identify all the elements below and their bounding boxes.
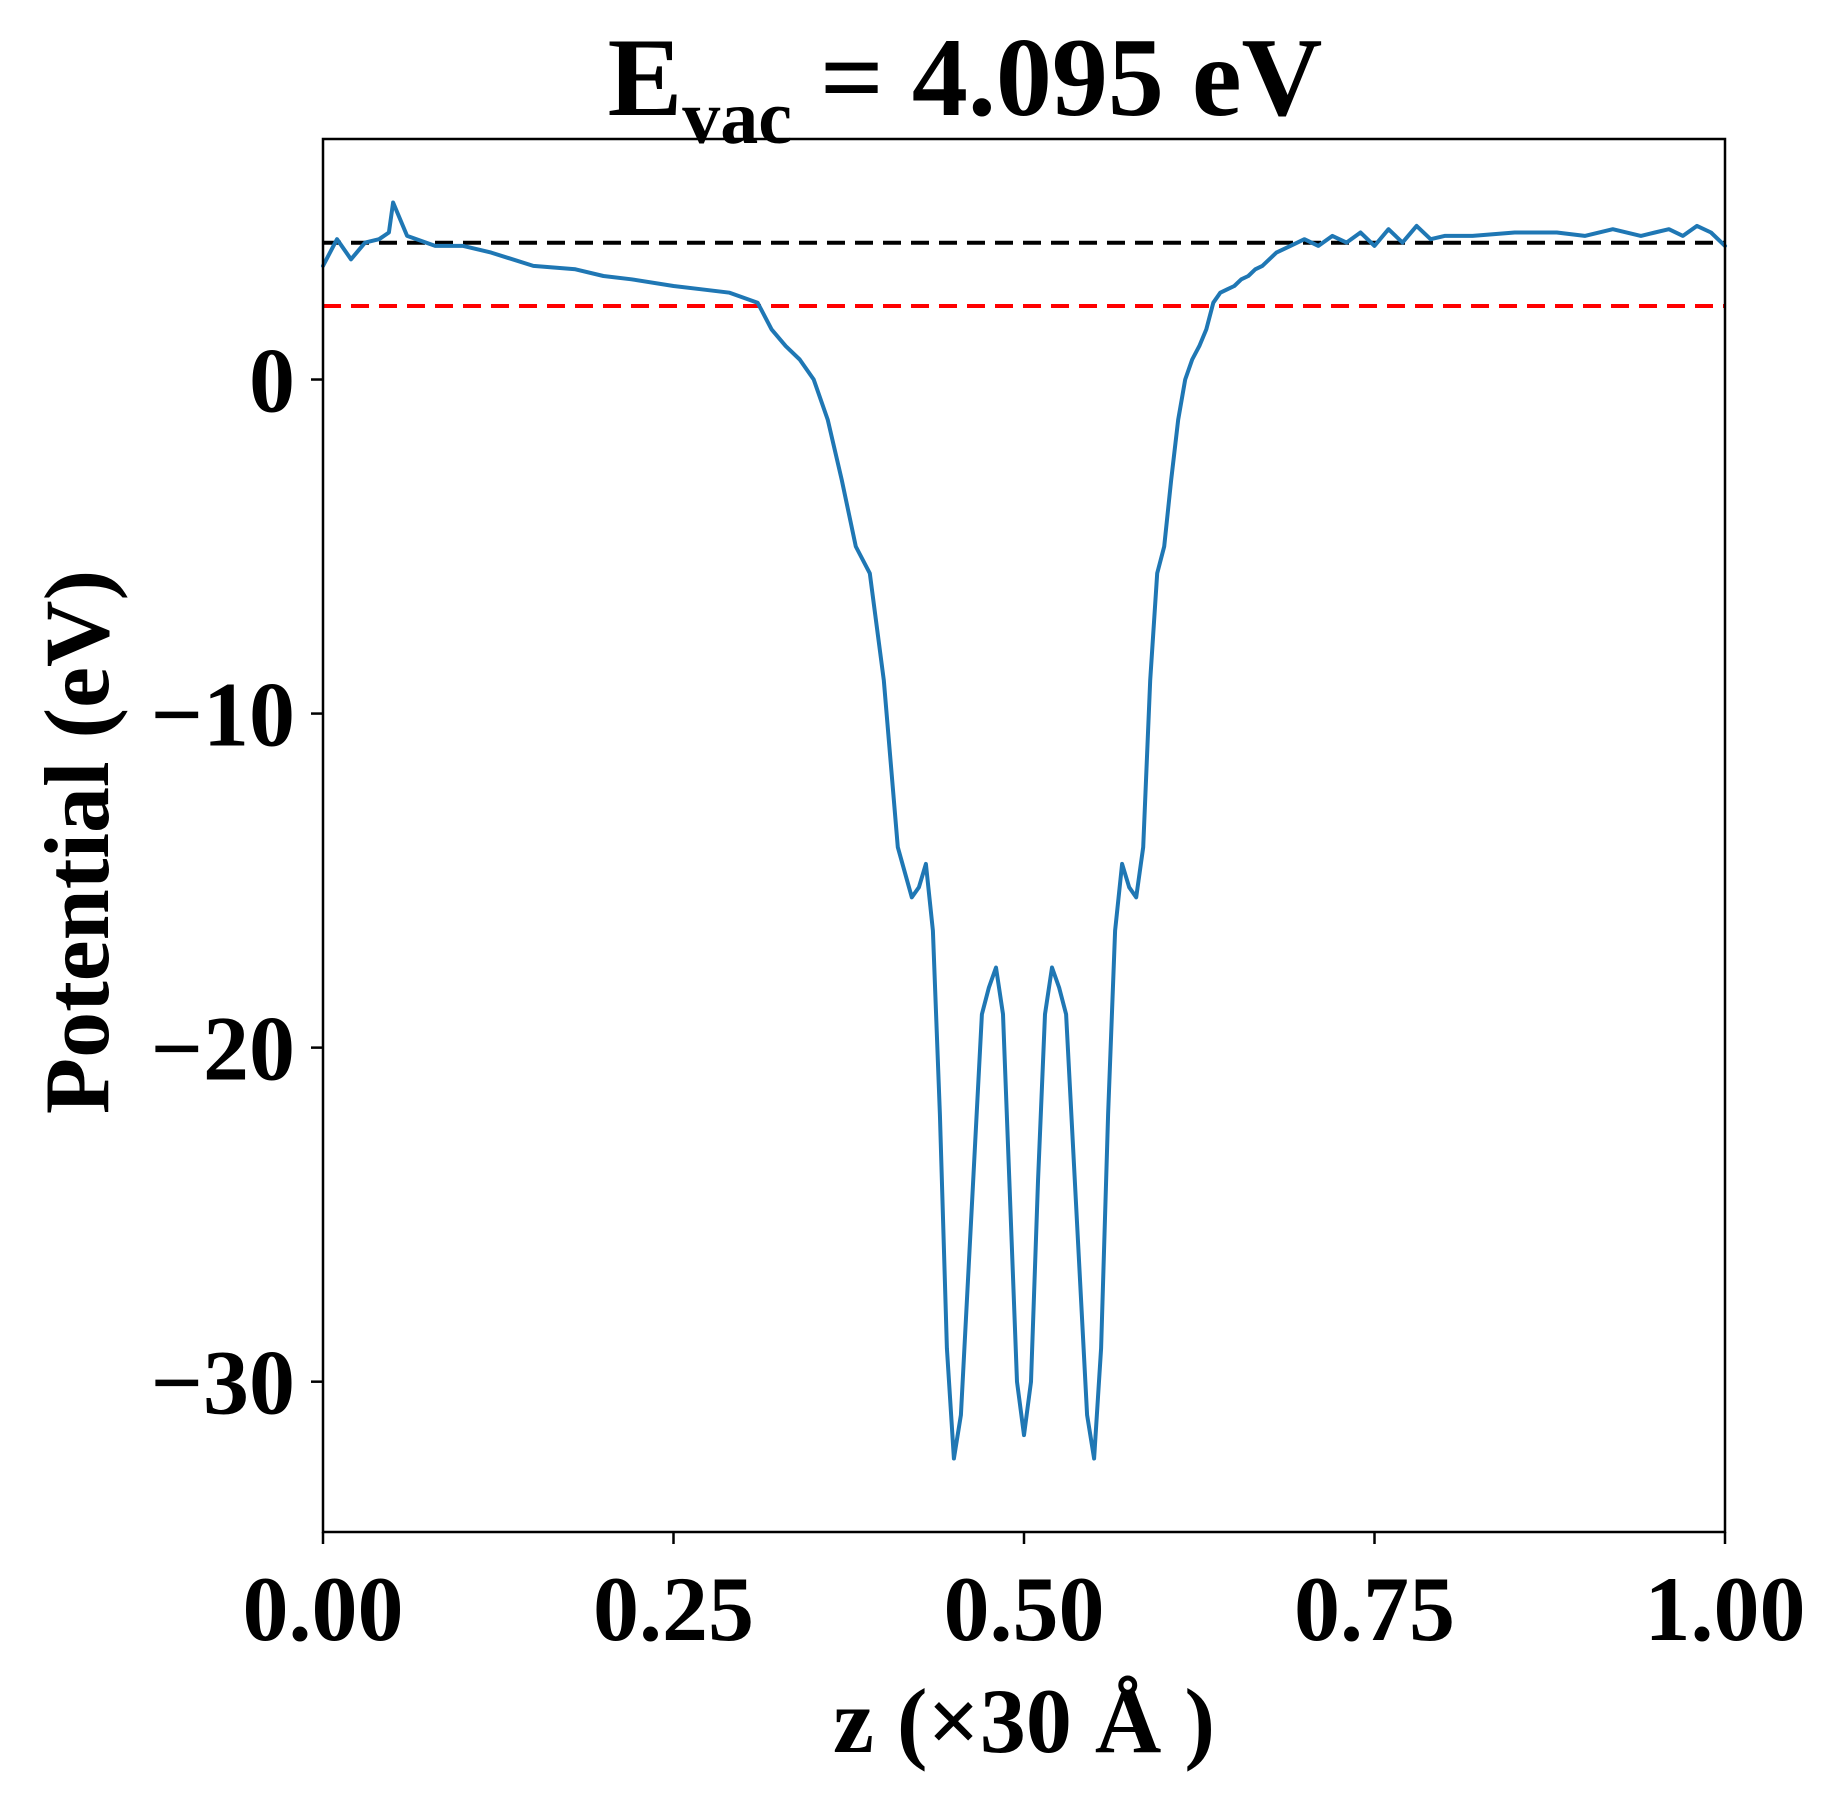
x-tick-label-0: 0.00	[243, 1558, 404, 1660]
y-tick-label-0: 0	[249, 330, 295, 432]
y-tick-label-1: −10	[151, 664, 295, 766]
chart-title-suffix: = 4.095 eV	[792, 16, 1322, 140]
x-tick-label-1: 0.25	[593, 1558, 754, 1660]
y-tick-label-2: −20	[151, 998, 295, 1100]
chart-title: Evac = 4.095 eV	[608, 16, 1323, 160]
x-tick-label-3: 0.75	[1294, 1558, 1455, 1660]
plot-frame	[321, 137, 1727, 1534]
x-tick-label-2: 0.50	[944, 1558, 1105, 1660]
series-line-0	[321, 200, 1727, 1461]
chart-title-prefix: E	[608, 16, 683, 140]
x-tick-label-4: 1.00	[1645, 1558, 1806, 1660]
x-axis-label: z (×30 Å )	[833, 1670, 1215, 1772]
y-tick-label-3: −30	[151, 1332, 295, 1434]
chart-title-subscript: vac	[682, 76, 792, 160]
plot-area: 0.00 0.25 0.50 0.75 1.00 0 −10 −20 −30	[151, 137, 1806, 1660]
y-axis-label: Potential (eV)	[26, 570, 128, 1114]
